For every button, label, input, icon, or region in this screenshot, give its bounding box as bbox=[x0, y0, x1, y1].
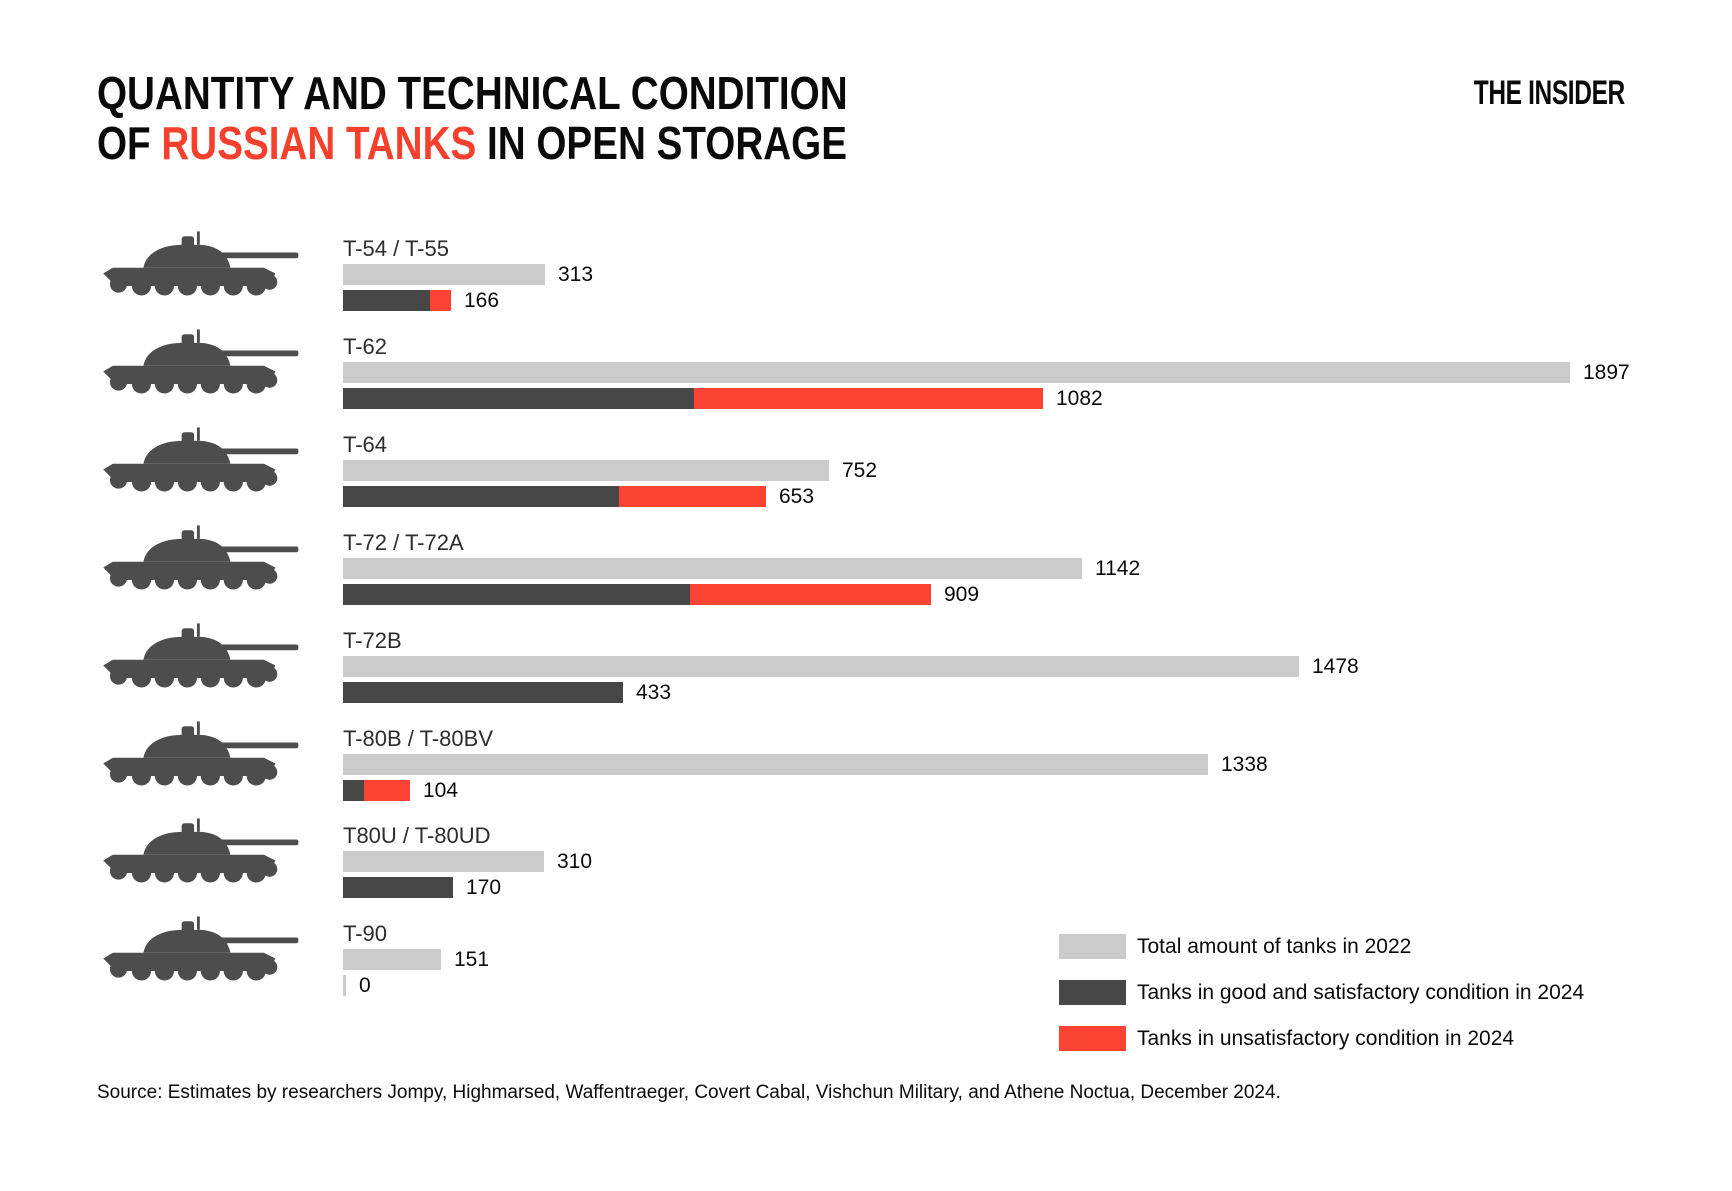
unsatisfactory-condition-segment bbox=[694, 388, 1043, 409]
tank-icon bbox=[103, 916, 299, 981]
condition-2024-bar bbox=[343, 780, 410, 801]
total-2022-bar bbox=[343, 362, 1570, 383]
total-2022-bar bbox=[343, 754, 1208, 775]
total-2022-bar bbox=[343, 558, 1082, 579]
condition-2024-bar bbox=[343, 682, 623, 703]
good-condition-segment bbox=[343, 780, 364, 801]
the-insider-logo: THE INSIDER bbox=[1473, 74, 1625, 112]
tank-model-label: T-90 bbox=[343, 921, 388, 946]
tank-icon bbox=[103, 231, 299, 296]
tank-model-label: T-72B bbox=[343, 628, 402, 653]
tank-model-label: T80U / T-80UD bbox=[343, 823, 491, 848]
tank-icon bbox=[103, 721, 299, 786]
good-condition-segment bbox=[343, 486, 619, 507]
tank-row: T-54 / T-55 313 166 bbox=[0, 231, 1732, 335]
legend-label: Tanks in unsatisfactory condition in 202… bbox=[1137, 1026, 1515, 1050]
condition-2024-bar bbox=[343, 290, 451, 311]
total-2022-bar bbox=[343, 949, 441, 970]
unsatisfactory-condition-segment bbox=[619, 486, 766, 507]
condition-2024-value: 170 bbox=[466, 876, 502, 899]
tank-icon bbox=[103, 427, 299, 492]
good-condition-segment bbox=[343, 682, 623, 703]
condition-2024-value: 653 bbox=[779, 485, 815, 508]
tank-model-label: T-62 bbox=[343, 334, 388, 359]
unsatisfactory-condition-swatch bbox=[1059, 1026, 1126, 1051]
tank-model-label: T-72 / T-72A bbox=[343, 530, 464, 555]
legend-label: Total amount of tanks in 2022 bbox=[1137, 934, 1412, 958]
tank-row: T-72B 1478 433 bbox=[0, 623, 1732, 727]
legend-item-total: Total amount of tanks in 2022 bbox=[1059, 934, 1584, 959]
tank-icon bbox=[103, 623, 299, 688]
good-condition-segment bbox=[343, 877, 453, 898]
condition-2024-bar bbox=[343, 388, 1043, 409]
total-2022-bar bbox=[343, 851, 544, 872]
condition-2024-value: 104 bbox=[423, 779, 459, 802]
legend-item-bad: Tanks in unsatisfactory condition in 202… bbox=[1059, 1026, 1584, 1051]
condition-2024-bar bbox=[343, 584, 931, 605]
tank-row: T-72 / T-72A 1142 909 bbox=[0, 525, 1732, 629]
total-2022-value: 1338 bbox=[1221, 753, 1268, 776]
tank-model-label: T-54 / T-55 bbox=[343, 236, 449, 261]
good-condition-segment bbox=[343, 584, 690, 605]
tank-row: T-90 151 0 bbox=[0, 916, 1732, 1020]
tank-model-label: T-80B / T-80BV bbox=[343, 726, 494, 751]
unsatisfactory-condition-segment bbox=[364, 780, 410, 801]
tank-row: T80U / T-80UD 310 170 bbox=[0, 818, 1732, 922]
tank-icon bbox=[103, 525, 299, 590]
page-title: QUANTITY AND TECHNICAL CONDITION OF RUSS… bbox=[97, 68, 848, 168]
total-2022-value: 1142 bbox=[1095, 557, 1141, 580]
tank-row: T-62 1897 1082 bbox=[0, 329, 1732, 433]
good-condition-segment bbox=[343, 290, 430, 311]
total-2022-value: 151 bbox=[454, 948, 490, 971]
condition-2024-bar bbox=[343, 975, 346, 996]
condition-2024-value: 0 bbox=[359, 974, 371, 997]
title-line2-suffix: IN OPEN STORAGE bbox=[476, 117, 847, 169]
condition-2024-value: 909 bbox=[944, 583, 980, 606]
condition-2024-bar bbox=[343, 877, 453, 898]
good-condition-segment bbox=[343, 975, 346, 996]
title-line1: QUANTITY AND TECHNICAL CONDITION bbox=[97, 67, 848, 119]
total-2022-value: 752 bbox=[842, 459, 878, 482]
condition-2024-value: 1082 bbox=[1056, 387, 1103, 410]
total-2022-value: 310 bbox=[557, 850, 593, 873]
total-2022-swatch bbox=[1059, 934, 1126, 959]
total-2022-value: 1897 bbox=[1583, 361, 1630, 384]
condition-2024-bar bbox=[343, 486, 766, 507]
tank-row: T-64 752 653 bbox=[0, 427, 1732, 531]
total-2022-bar bbox=[343, 656, 1299, 677]
legend: Total amount of tanks in 2022 Tanks in g… bbox=[1059, 934, 1584, 1072]
title-highlight: RUSSIAN TANKS bbox=[161, 117, 477, 169]
total-2022-value: 313 bbox=[558, 263, 594, 286]
good-condition-swatch bbox=[1059, 980, 1126, 1005]
unsatisfactory-condition-segment bbox=[690, 584, 931, 605]
legend-label: Tanks in good and satisfactory condition… bbox=[1137, 980, 1585, 1004]
total-2022-bar bbox=[343, 264, 545, 285]
tank-row: T-80B / T-80BV 1338 104 bbox=[0, 721, 1732, 825]
title-line2-prefix: OF bbox=[97, 117, 162, 169]
legend-item-good: Tanks in good and satisfactory condition… bbox=[1059, 980, 1584, 1005]
source-note: Source: Estimates by researchers Jompy, … bbox=[97, 1082, 1281, 1103]
total-2022-value: 1478 bbox=[1312, 655, 1359, 678]
condition-2024-value: 433 bbox=[636, 681, 672, 704]
condition-2024-value: 166 bbox=[464, 289, 500, 312]
tank-model-label: T-64 bbox=[343, 432, 388, 457]
good-condition-segment bbox=[343, 388, 694, 409]
unsatisfactory-condition-segment bbox=[430, 290, 451, 311]
total-2022-bar bbox=[343, 460, 829, 481]
tank-icon bbox=[103, 329, 299, 394]
tank-icon bbox=[103, 818, 299, 883]
